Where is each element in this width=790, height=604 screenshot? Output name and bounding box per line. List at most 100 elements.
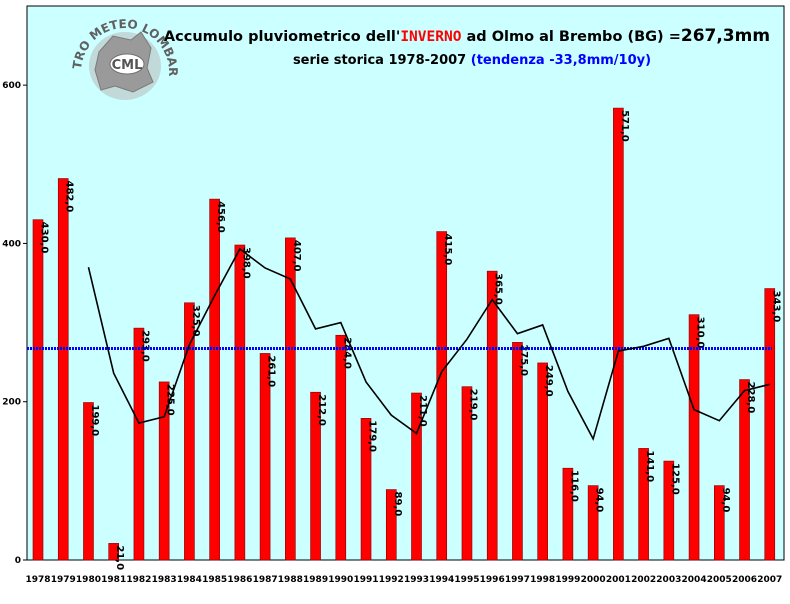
bar-value-label: 456,0	[215, 201, 226, 233]
bar	[360, 418, 372, 561]
bar-value-label: 141,0	[644, 450, 655, 482]
bar	[461, 386, 473, 561]
x-tick-label: 2003	[656, 575, 681, 585]
bar	[335, 334, 347, 561]
bar-value-labels: 430,0482,0199,021,0293,0225,0325,0456,03…	[39, 110, 782, 570]
bar-value-label: 89,0	[392, 492, 403, 517]
x-tick-label: 1986	[227, 575, 252, 585]
x-tick-label: 2000	[581, 575, 606, 585]
subtitle-text: serie storica 1978-2007	[293, 53, 471, 68]
title-season: INVERNO	[400, 29, 461, 45]
logo-center-text: CML	[112, 58, 143, 73]
bar-value-label: 325,0	[190, 305, 201, 337]
chart-subtitle: serie storica 1978-2007 (tendenza -33,8m…	[293, 53, 651, 68]
bar	[436, 231, 448, 561]
x-tick-label: 2002	[631, 575, 656, 585]
bar	[209, 198, 220, 561]
bar	[108, 543, 119, 561]
bar	[663, 460, 675, 561]
bar	[32, 219, 44, 561]
bar-value-label: 398,0	[240, 247, 251, 279]
x-tick-label: 1979	[51, 575, 76, 585]
bar-value-label: 179,0	[367, 420, 378, 452]
x-tick-label: 1983	[152, 575, 177, 585]
x-tick-label: 1991	[354, 575, 379, 585]
x-tick-label: 2007	[757, 575, 782, 585]
bar	[764, 288, 776, 561]
bar	[739, 379, 750, 561]
bar	[285, 237, 296, 561]
x-tick-label: 2004	[682, 575, 707, 585]
bar	[486, 270, 498, 561]
bar-value-label: 211,0	[417, 395, 428, 427]
bar-value-label: 125,0	[669, 463, 680, 495]
bar	[133, 327, 145, 561]
bar	[234, 244, 246, 561]
subtitle-trend: (tendenza -33,8mm/10y)	[471, 53, 651, 68]
bar	[411, 392, 422, 561]
moving-average-line	[87, 247, 770, 442]
bar	[537, 362, 548, 561]
bars	[32, 107, 776, 561]
x-tick-label: 2005	[707, 575, 732, 585]
x-tick-label: 1995	[454, 575, 479, 585]
bar-value-label: 284,0	[341, 337, 352, 369]
x-tick-label: 1988	[278, 575, 303, 585]
logo-badge	[109, 53, 145, 75]
bar	[57, 178, 69, 561]
bar-value-label: 116,0	[568, 470, 579, 502]
bar-value-label: 21,0	[114, 545, 125, 570]
x-tick-label: 1999	[555, 575, 580, 585]
y-tick-label: 600	[2, 81, 21, 91]
bar-value-label: 343,0	[770, 291, 781, 323]
bar-value-label: 293,0	[139, 330, 150, 362]
y-tick-label: 0	[15, 556, 21, 566]
x-tick-label: 1993	[404, 575, 429, 585]
bar	[512, 342, 523, 561]
x-tick-label: 1994	[429, 575, 454, 585]
x-tick-label: 1984	[177, 575, 202, 585]
bar	[158, 381, 170, 561]
x-tick-label: 1982	[126, 575, 151, 585]
plot-area	[26, 5, 785, 561]
x-tick-label: 1985	[202, 575, 227, 585]
bar-value-label: 365,0	[493, 273, 504, 305]
y-tick-label: 200	[2, 398, 21, 408]
bar	[613, 107, 624, 561]
bar	[184, 302, 195, 561]
bar-value-label: 482,0	[64, 181, 75, 213]
bar-value-label: 219,0	[467, 389, 478, 421]
x-tick-label: 2001	[606, 575, 631, 585]
x-tick-label: 1997	[505, 575, 530, 585]
y-axis-ticks: 0 200 400 600	[2, 81, 27, 566]
bar-value-label: 212,0	[316, 394, 327, 426]
bar-value-label: 94,0	[594, 488, 605, 513]
bar	[385, 489, 397, 561]
title-part2: ad Olmo al Brembo (BG) =	[461, 29, 680, 45]
x-tick-label: 1998	[530, 575, 555, 585]
bar-value-label: 310,0	[695, 317, 706, 349]
x-tick-label: 1990	[328, 575, 353, 585]
x-tick-label: 1992	[379, 575, 404, 585]
bar-value-label: 261,0	[266, 355, 277, 387]
y-tick-label: 400	[2, 239, 21, 249]
x-tick-label: 1996	[480, 575, 505, 585]
bar	[562, 467, 574, 561]
bar-value-label: 430,0	[39, 222, 50, 254]
bar-value-label: 199,0	[89, 405, 100, 437]
bar-value-label: 275,0	[518, 344, 529, 376]
bar-value-label: 415,0	[442, 234, 453, 266]
x-tick-label: 1989	[303, 575, 328, 585]
bar	[83, 402, 94, 561]
bar-value-label: 571,0	[619, 110, 630, 142]
bar	[688, 314, 700, 561]
x-tick-label: 2006	[732, 575, 757, 585]
x-axis-labels: 1978 1979 1980 1981 1982 1983 1984 1985 1986 1987…	[25, 575, 782, 585]
bar-value-label: 228,0	[745, 382, 756, 414]
title-value: 267,3mm	[681, 26, 770, 46]
chart-title: Accumulo pluviometrico dell'INVERNO ad O…	[164, 26, 770, 46]
bar	[310, 391, 321, 561]
bar-value-label: 94,0	[720, 488, 731, 513]
